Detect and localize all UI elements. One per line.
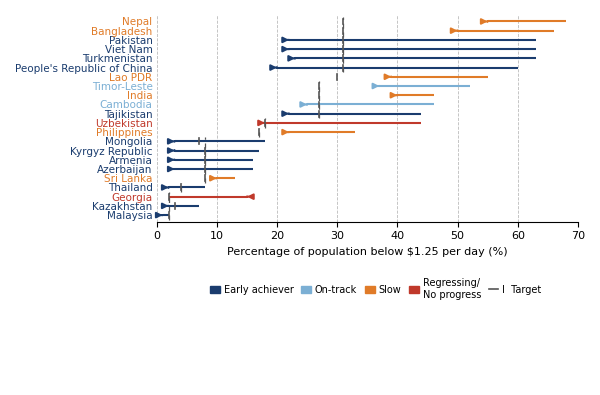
Legend: Early achiever, On-track, Slow, Regressing/
No progress, I  Target: Early achiever, On-track, Slow, Regressi…: [206, 274, 545, 303]
X-axis label: Percentage of population below $1.25 per day (%): Percentage of population below $1.25 per…: [227, 247, 508, 257]
